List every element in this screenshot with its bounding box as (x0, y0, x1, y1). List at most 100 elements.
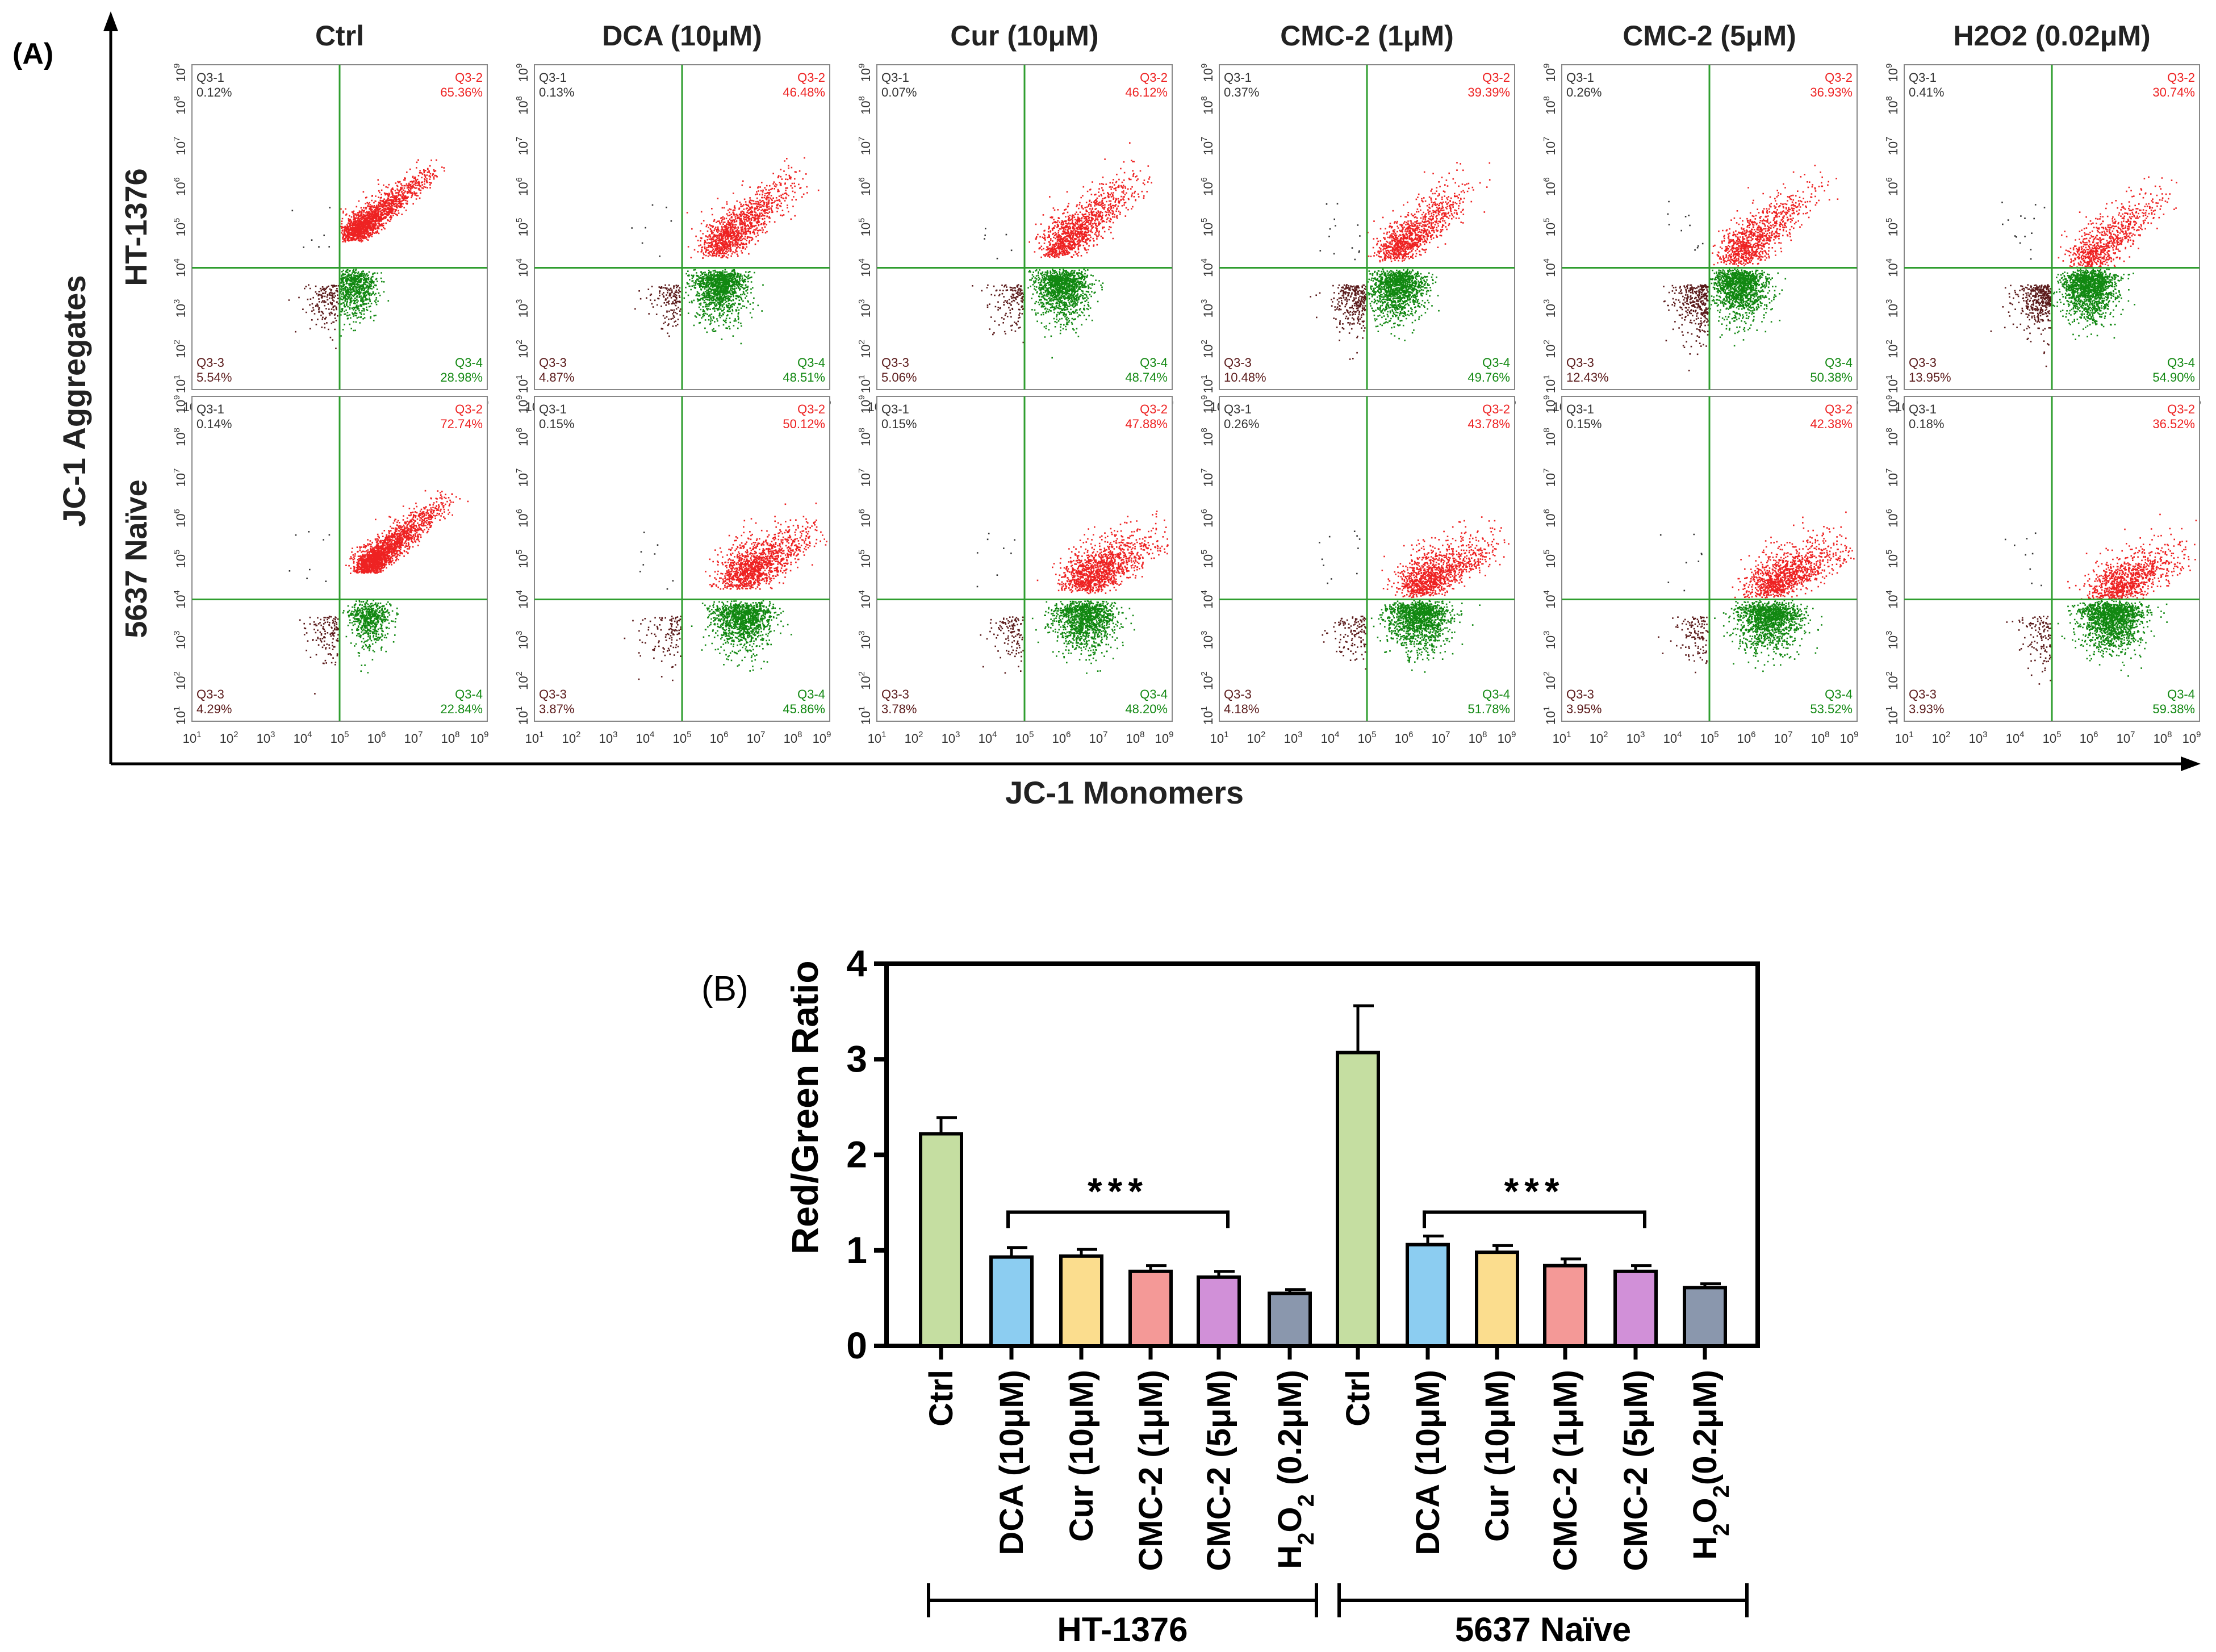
quadrant-name: Q3-3 (1566, 687, 1594, 701)
quadrant-percent: 0.41% (1909, 85, 1944, 99)
x-axis-arrowhead (2181, 756, 2201, 771)
y-tick-label: 106 (1199, 177, 1215, 196)
x-tick-label: DCA (10μM) (993, 1370, 1030, 1555)
y-tick-label: 105 (515, 218, 530, 237)
bar (919, 1132, 963, 1348)
x-tick-label: 105 (2043, 730, 2062, 746)
quadrant-name: Q3-3 (881, 687, 909, 701)
x-axis-title: JC-1 Monomers (1005, 775, 1244, 810)
y-tick-label: 104 (515, 590, 530, 609)
points-q3-3 (1990, 284, 2052, 367)
quadrant-name: Q3-2 (2167, 402, 2195, 416)
x-tick-label: 104 (979, 730, 997, 746)
y-tick-label: 107 (857, 469, 873, 487)
bar (1406, 1243, 1450, 1348)
bar (1336, 1051, 1380, 1348)
quadrant-name: Q3-3 (1909, 687, 1937, 701)
y-tick-label: 102 (515, 340, 530, 358)
column-title: Ctrl (315, 20, 364, 52)
bar (1128, 1269, 1173, 1348)
column-title: Cur (10μM) (950, 20, 1098, 52)
x-tick-label: 107 (1774, 730, 1793, 746)
quadrant-name: Q3-1 (1909, 402, 1937, 416)
quadrant-percent: 47.88% (1125, 417, 1168, 431)
x-tick-label: Cur (10μM) (1063, 1370, 1100, 1542)
quadrant-name: Q3-4 (1140, 356, 1168, 370)
y-tick-label: 0 (846, 1324, 867, 1366)
quadrant-percent: 12.43% (1566, 370, 1609, 384)
y-tick-label: 109 (1542, 395, 1558, 414)
y-tick-label: 108 (1542, 428, 1558, 446)
quadrant-percent: 5.06% (881, 370, 917, 384)
quadrant-name: Q3-3 (881, 356, 909, 370)
x-tick-label: 106 (1395, 730, 1414, 746)
y-tick-label: 101 (857, 375, 873, 394)
points-q3-2 (345, 490, 469, 574)
bar (1543, 1264, 1587, 1348)
y-tick-label: 107 (1542, 469, 1558, 487)
y-tick-label: 102 (1199, 671, 1215, 690)
quadrant-name: Q3-4 (1482, 687, 1510, 701)
y-tick-label: 103 (515, 299, 530, 318)
y-tick-label: 109 (1199, 395, 1215, 414)
x-tick-label: 109 (470, 730, 489, 746)
quadrant-name: Q3-1 (1909, 70, 1937, 85)
y-tick-label: 103 (1542, 299, 1558, 318)
x-tick-label: 102 (1590, 730, 1608, 746)
quadrant-name: Q3-1 (881, 402, 909, 416)
quadrant-percent: 0.15% (539, 417, 574, 431)
y-tick-label: 106 (1199, 509, 1215, 528)
y-tick-label: 108 (1884, 428, 1900, 446)
y-tick-label: 104 (1199, 258, 1215, 277)
y-tick-label: 103 (857, 631, 873, 650)
y-tick-label: 106 (1884, 177, 1900, 196)
quadrant-name: Q3-3 (196, 356, 224, 370)
panel-b-label: (B) (701, 969, 749, 1009)
quadrant-percent: 0.14% (196, 417, 232, 431)
x-tick-label: CMC-2 (1μM) (1132, 1370, 1169, 1571)
scatter-plot: Q3-10.15% Q3-250.12% Q3-33.87% Q3-445.86% 10… (515, 395, 831, 746)
quadrant-percent: 22.84% (440, 702, 483, 716)
x-tick-label: 103 (942, 730, 960, 746)
y-tick-label: 107 (515, 469, 530, 487)
y-tick-label: 107 (515, 137, 530, 156)
quadrant-name: Q3-1 (196, 70, 224, 85)
y-tick-label: 102 (1542, 671, 1558, 690)
quadrant-name: Q3-4 (455, 356, 483, 370)
points-q3-3 (288, 284, 340, 349)
quadrant-percent: 3.93% (1909, 702, 1944, 716)
quadrant-percent: 3.95% (1566, 702, 1602, 716)
points-q3-4 (342, 600, 399, 674)
row-title: 5637 Naïve (119, 479, 153, 638)
scatter-plots: Q3-10.12%Q3-265.36%Q3-35.54%Q3-428.98%10… (172, 64, 2201, 746)
quadrant-percent: 0.15% (881, 417, 917, 431)
y-tick-label: 102 (172, 671, 188, 690)
y-tick-label: 102 (1884, 671, 1900, 690)
x-tick-label: 109 (813, 730, 831, 746)
quadrant-percent: 48.51% (783, 370, 825, 384)
y-tick-label: 101 (172, 375, 188, 394)
x-tick-label: 107 (1432, 730, 1450, 746)
y-tick-label: 102 (857, 671, 873, 690)
y-tick-label: 101 (1542, 706, 1558, 725)
x-tick-label: 101 (525, 730, 544, 746)
quadrant-name: Q3-3 (539, 356, 567, 370)
column-title: CMC-2 (5μM) (1623, 20, 1796, 52)
bar (1475, 1250, 1519, 1348)
points-q3-4 (1027, 269, 1104, 359)
y-tick-label: 102 (1542, 340, 1558, 358)
points-q3-3 (972, 284, 1025, 344)
quadrant-percent: 65.36% (440, 85, 483, 99)
y-tick-label: 104 (1884, 258, 1900, 277)
x-tick-label: 107 (2117, 730, 2135, 746)
points-q3-3 (1322, 616, 1367, 670)
x-tick-label: 108 (1469, 730, 1487, 746)
column-titles: Ctrl DCA (10μM) Cur (10μM) CMC-2 (1μM) CMC-2… (315, 20, 2151, 52)
x-tick-label: 107 (404, 730, 423, 746)
x-tick-label: 106 (367, 730, 386, 746)
y-tick-label: 103 (172, 299, 188, 318)
quadrant-name: Q3-2 (1825, 402, 1853, 416)
y-tick-label: 109 (857, 64, 873, 82)
y-tick-label: 103 (1884, 299, 1900, 318)
y-tick-label: 105 (1884, 218, 1900, 237)
